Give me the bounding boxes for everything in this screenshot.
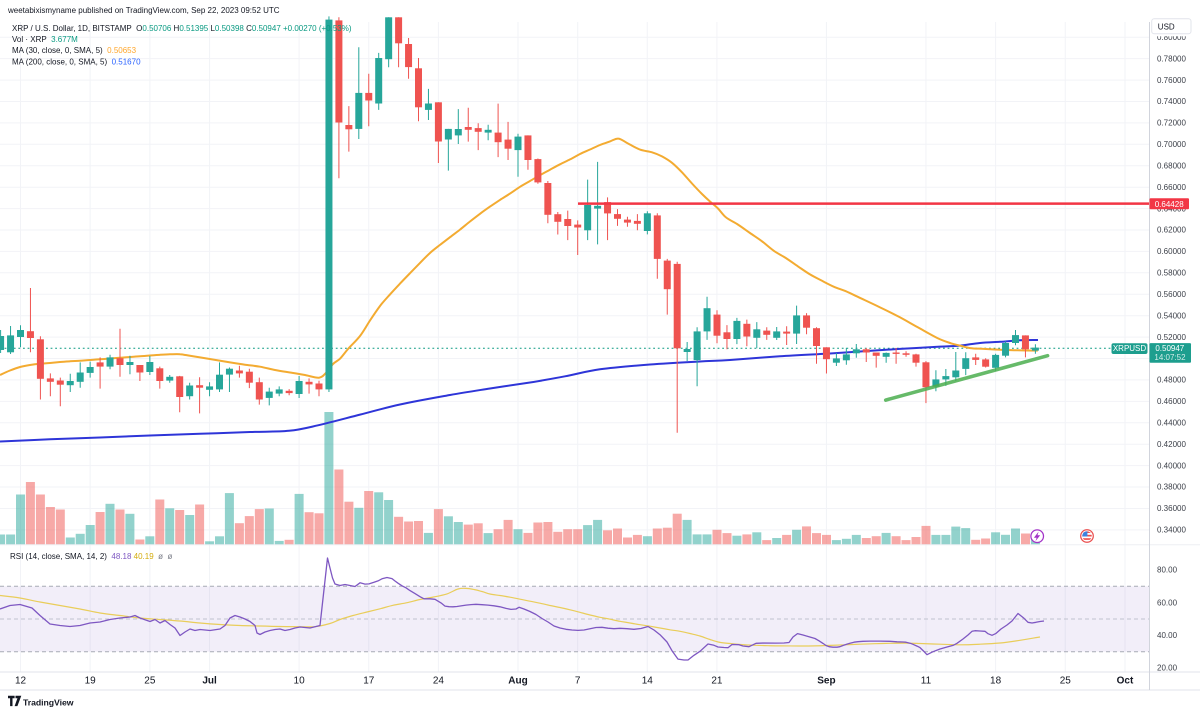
svg-text:14:07:52: 14:07:52 <box>1154 353 1186 362</box>
svg-text:0.66000: 0.66000 <box>1157 183 1186 192</box>
svg-text:18: 18 <box>990 676 1002 687</box>
svg-text:0.44000: 0.44000 <box>1157 419 1186 428</box>
svg-text:0.74000: 0.74000 <box>1157 97 1186 106</box>
svg-text:Aug: Aug <box>508 676 527 687</box>
svg-text:0.48000: 0.48000 <box>1157 376 1186 385</box>
svg-text:XRPUSD: XRPUSD <box>1113 344 1147 353</box>
svg-text:0.40000: 0.40000 <box>1157 461 1186 470</box>
svg-text:0.58000: 0.58000 <box>1157 269 1186 278</box>
svg-text:0.56000: 0.56000 <box>1157 290 1186 299</box>
svg-text:10: 10 <box>294 676 306 687</box>
svg-text:0.70000: 0.70000 <box>1157 140 1186 149</box>
svg-text:0.34000: 0.34000 <box>1157 526 1186 535</box>
svg-text:0.46000: 0.46000 <box>1157 397 1186 406</box>
svg-text:25: 25 <box>144 676 156 687</box>
svg-text:Sep: Sep <box>817 676 835 687</box>
svg-text:12: 12 <box>15 676 27 687</box>
svg-text:80.00: 80.00 <box>1157 566 1178 575</box>
svg-text:0.42000: 0.42000 <box>1157 440 1186 449</box>
svg-text:24: 24 <box>433 676 445 687</box>
svg-text:weetabixismyname published on: weetabixismyname published on TradingVie… <box>7 6 280 15</box>
svg-text:RSI (14, close, SMA, 14, 2) 4: RSI (14, close, SMA, 14, 2) 48.18 40.19 … <box>10 552 172 561</box>
svg-text:40.00: 40.00 <box>1157 631 1178 640</box>
svg-text:TradingView: TradingView <box>23 697 74 707</box>
svg-text:Jul: Jul <box>202 676 217 687</box>
svg-text:11: 11 <box>921 676 932 687</box>
svg-text:19: 19 <box>85 676 97 687</box>
svg-text:0.52000: 0.52000 <box>1157 333 1186 342</box>
svg-text:Oct: Oct <box>1117 676 1134 687</box>
svg-text:MA (30, close, 0, SMA, 5) 0.5: MA (30, close, 0, SMA, 5) 0.50653 <box>12 46 137 55</box>
svg-text:0.54000: 0.54000 <box>1157 311 1186 320</box>
svg-text:0.68000: 0.68000 <box>1157 161 1186 170</box>
svg-text:20.00: 20.00 <box>1157 664 1178 673</box>
svg-text:17: 17 <box>363 676 375 687</box>
svg-text:MA (200, close, 0, SMA, 5) 0.: MA (200, close, 0, SMA, 5) 0.51670 <box>12 57 141 66</box>
svg-text:USD: USD <box>1158 22 1175 31</box>
svg-text:0.80000: 0.80000 <box>1157 33 1186 42</box>
svg-text:XRP / U.S. Dollar, 1D, BITSTAM: XRP / U.S. Dollar, 1D, BITSTAMP O0.50706… <box>12 24 352 33</box>
svg-text:0.50947: 0.50947 <box>1155 344 1184 353</box>
svg-text:7: 7 <box>575 676 581 687</box>
svg-text:0.64428: 0.64428 <box>1155 200 1184 209</box>
svg-text:21: 21 <box>711 676 723 687</box>
svg-text:14: 14 <box>642 676 654 687</box>
svg-text:0.36000: 0.36000 <box>1157 504 1186 513</box>
svg-text:0.72000: 0.72000 <box>1157 119 1186 128</box>
svg-text:0.60000: 0.60000 <box>1157 247 1186 256</box>
svg-text:0.62000: 0.62000 <box>1157 226 1186 235</box>
svg-text:60.00: 60.00 <box>1157 598 1178 607</box>
svg-text:0.76000: 0.76000 <box>1157 76 1186 85</box>
svg-text:0.78000: 0.78000 <box>1157 54 1186 63</box>
svg-text:Vol · XRP 3.677M: Vol · XRP 3.677M <box>12 35 78 44</box>
svg-text:25: 25 <box>1060 676 1072 687</box>
svg-text:0.38000: 0.38000 <box>1157 483 1186 492</box>
